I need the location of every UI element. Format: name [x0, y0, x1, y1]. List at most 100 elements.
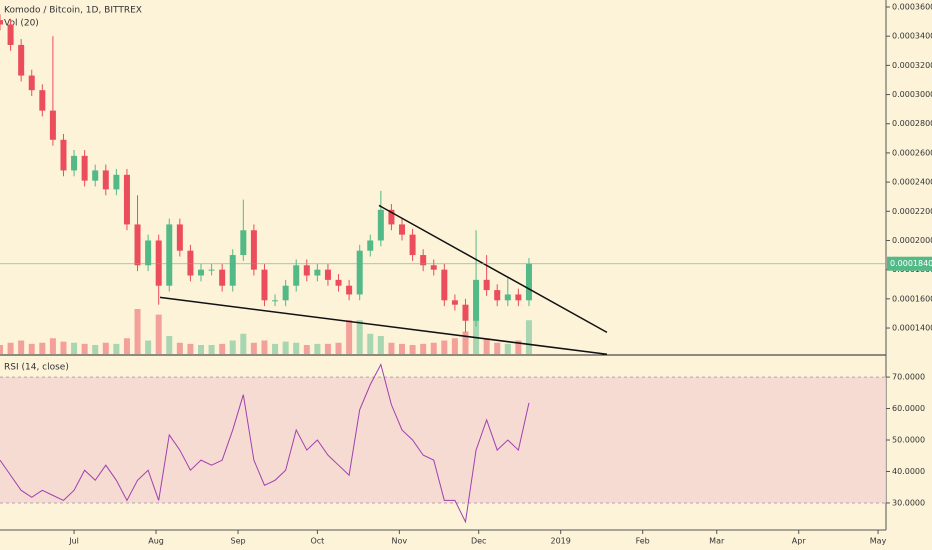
candle-body	[250, 230, 257, 270]
candle-body	[81, 155, 88, 181]
candle-body	[28, 75, 35, 91]
x-tick-label: 2019	[551, 537, 571, 546]
candle-body	[155, 240, 162, 286]
x-tick-label: Dec	[471, 537, 486, 546]
candle-body	[39, 90, 46, 111]
candle-body	[504, 294, 511, 301]
volume-bar	[346, 320, 353, 354]
volume-bar	[240, 333, 247, 354]
volume-bar	[420, 343, 427, 354]
candle-body	[102, 170, 109, 190]
volume-bar	[166, 336, 173, 354]
x-tick-label: Feb	[636, 537, 650, 546]
rsi-line	[0, 363, 530, 524]
volume-bar	[473, 314, 480, 354]
candle-body	[240, 230, 247, 256]
volume-bar	[324, 343, 331, 354]
y-tick-label: 0.00022000	[892, 207, 932, 216]
y-tick-label: 0.00028000	[892, 119, 932, 128]
candle-body	[145, 240, 152, 266]
candle-body	[198, 269, 205, 276]
y-tick-label: 0.00014000	[892, 324, 932, 333]
candle-body	[113, 174, 120, 190]
candle-body	[430, 265, 437, 270]
volume-bar	[377, 336, 384, 354]
volume-bar	[176, 342, 183, 354]
volume-bar	[367, 333, 374, 354]
volume-bar	[441, 340, 448, 354]
volume-bar	[208, 345, 215, 354]
volume-bar	[198, 345, 205, 354]
y-tick-label: 0.00026000	[892, 148, 932, 157]
candle-body	[356, 250, 363, 295]
candle-body	[229, 255, 236, 286]
candle-body	[441, 269, 448, 301]
volume-bar	[113, 343, 120, 354]
volume-bar	[134, 309, 141, 354]
candle-body	[515, 294, 522, 301]
candle-body	[123, 174, 130, 225]
candle-body	[261, 269, 268, 301]
candle-body	[399, 224, 406, 235]
volume-bar	[39, 342, 46, 354]
trendline	[378, 204, 608, 334]
y-tick-label: 0.00032000	[892, 61, 932, 70]
x-tick-label: Mar	[709, 537, 725, 546]
candle-body	[166, 224, 173, 286]
candle-body	[483, 279, 490, 291]
volume-bar	[7, 342, 14, 354]
volume-bar	[356, 320, 363, 354]
volume-bar	[293, 342, 300, 354]
candle-body	[525, 263, 532, 301]
volume-bar	[81, 343, 88, 354]
volume-bar	[71, 342, 78, 354]
x-tick-label: Oct	[310, 537, 324, 546]
candle-body	[293, 265, 300, 286]
x-tick-label: Aug	[148, 537, 164, 546]
volume-bar	[483, 338, 490, 354]
candle-body	[314, 269, 321, 276]
volume-bar	[335, 342, 342, 354]
candle-body	[272, 300, 279, 302]
candle-body	[324, 269, 331, 280]
candle-body	[219, 269, 226, 286]
candle-body	[451, 300, 458, 305]
volume-bar	[409, 345, 416, 354]
rsi-tick-label: 30.0000	[892, 498, 925, 507]
volume-bar	[92, 345, 99, 354]
volume-bar	[28, 343, 35, 354]
candle-body	[367, 240, 374, 251]
candle-body	[282, 285, 289, 301]
candle-body	[18, 44, 25, 76]
candle-body	[176, 224, 183, 251]
rsi-tick-label: 60.0000	[892, 404, 925, 413]
volume-bar	[187, 343, 194, 354]
candle-body	[134, 224, 141, 266]
volume-bar	[229, 340, 236, 354]
volume-bar	[219, 343, 226, 354]
volume-bar	[261, 340, 268, 354]
volume-bar	[399, 343, 406, 354]
volume-bar	[525, 320, 532, 354]
volume-bar	[462, 331, 469, 354]
volume-bar	[18, 340, 25, 354]
volume-bar	[123, 338, 130, 354]
volume-bar	[430, 342, 437, 354]
candle-body	[462, 304, 469, 321]
candle-body	[92, 170, 99, 181]
y-tick-label: 0.00024000	[892, 178, 932, 187]
volume-bar	[515, 340, 522, 354]
candle-body	[388, 209, 395, 225]
candle-body	[0, 20, 3, 25]
rsi-label: RSI (14, close)	[4, 363, 69, 373]
candle-body	[187, 250, 194, 276]
y-tick-label: 0.00034000	[892, 32, 932, 41]
last-price-label: 0.00018407	[890, 259, 932, 268]
candle-body	[335, 279, 342, 286]
volume-bar	[155, 314, 162, 354]
candle-body	[346, 285, 353, 295]
volume-bar	[303, 345, 310, 354]
volume-bar	[102, 342, 109, 354]
volume-bar	[145, 340, 152, 354]
